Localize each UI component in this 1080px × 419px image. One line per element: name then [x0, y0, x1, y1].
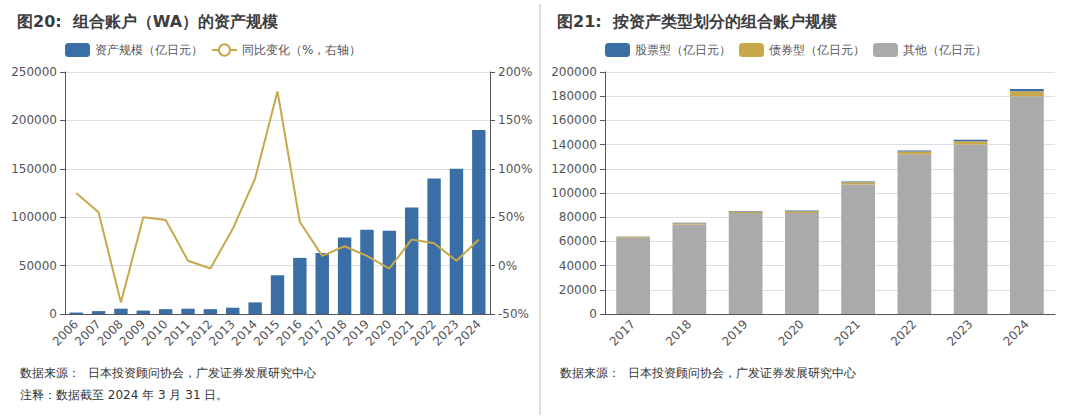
svg-text:数据来源： 日本投资顾问协会，广发证券发展研究中心: 数据来源： 日本投资顾问协会，广发证券发展研究中心: [20, 366, 316, 380]
svg-text:数据来源： 日本投资顾问协会，广发证券发展研究中心: 数据来源： 日本投资顾问协会，广发证券发展研究中心: [560, 366, 856, 380]
svg-text:2019: 2019: [719, 317, 750, 348]
svg-text:250000: 250000: [11, 65, 57, 79]
svg-text:-50%: -50%: [498, 307, 529, 321]
svg-text:2023: 2023: [429, 317, 462, 349]
svg-text:2020: 2020: [362, 317, 395, 349]
svg-text:2009: 2009: [116, 317, 149, 349]
svg-text:2021: 2021: [385, 317, 417, 349]
svg-text:2017: 2017: [607, 317, 638, 348]
svg-text:100000: 100000: [11, 210, 57, 224]
svg-text:2016: 2016: [273, 317, 305, 349]
svg-text:注释：数据截至 2024 年 3 月 31 日。: 注释：数据截至 2024 年 3 月 31 日。: [20, 388, 228, 402]
svg-text:资产规模（亿日元）: 资产规模（亿日元）: [95, 43, 203, 57]
svg-text:2022: 2022: [407, 317, 439, 349]
svg-text:同比变化（%，右轴）: 同比变化（%，右轴）: [242, 43, 361, 57]
svg-text:2018: 2018: [318, 317, 350, 349]
svg-text:180000: 180000: [551, 89, 597, 103]
svg-text:2018: 2018: [663, 317, 694, 348]
svg-text:140000: 140000: [551, 138, 597, 152]
svg-text:债券型（亿日元）: 债券型（亿日元）: [769, 43, 865, 57]
svg-text:2015: 2015: [251, 317, 283, 349]
svg-text:2023: 2023: [944, 317, 975, 348]
svg-text:2022: 2022: [888, 317, 919, 348]
svg-text:100000: 100000: [551, 186, 597, 200]
svg-text:0: 0: [589, 307, 597, 321]
svg-text:2024: 2024: [452, 317, 483, 348]
svg-text:2019: 2019: [340, 317, 372, 349]
svg-text:2014: 2014: [228, 317, 261, 349]
svg-text:图20: 组合账户（WA）的资产规模: 图20: 组合账户（WA）的资产规模: [17, 12, 278, 31]
svg-text:80000: 80000: [559, 210, 597, 224]
svg-text:2011: 2011: [161, 317, 193, 349]
svg-text:50%: 50%: [498, 210, 525, 224]
svg-text:150000: 150000: [11, 162, 57, 176]
svg-text:2010: 2010: [139, 317, 171, 349]
svg-text:2007: 2007: [72, 317, 104, 349]
svg-text:40000: 40000: [559, 259, 597, 273]
svg-text:60000: 60000: [559, 234, 597, 248]
svg-text:2020: 2020: [775, 317, 806, 348]
svg-text:2008: 2008: [94, 317, 126, 349]
svg-text:股票型（亿日元）: 股票型（亿日元）: [635, 43, 731, 57]
svg-text:200000: 200000: [11, 113, 57, 127]
svg-text:200%: 200%: [498, 65, 532, 79]
svg-text:2021: 2021: [832, 317, 863, 348]
svg-text:50000: 50000: [19, 259, 57, 273]
svg-text:20000: 20000: [559, 283, 597, 297]
svg-text:2012: 2012: [183, 317, 216, 349]
svg-text:2013: 2013: [206, 317, 238, 349]
svg-text:2017: 2017: [295, 317, 328, 349]
svg-text:0%: 0%: [498, 259, 517, 273]
svg-text:200000: 200000: [551, 65, 597, 79]
svg-text:100%: 100%: [498, 162, 532, 176]
svg-text:120000: 120000: [551, 162, 597, 176]
svg-text:160000: 160000: [551, 113, 597, 127]
svg-text:150%: 150%: [498, 113, 532, 127]
svg-text:2024: 2024: [1000, 317, 1031, 348]
svg-text:0: 0: [49, 307, 57, 321]
svg-text:其他（亿日元）: 其他（亿日元）: [903, 43, 987, 57]
svg-text:2006: 2006: [49, 317, 82, 349]
svg-text:图21: 按资产类型划分的组合账户规模: 图21: 按资产类型划分的组合账户规模: [557, 12, 837, 31]
